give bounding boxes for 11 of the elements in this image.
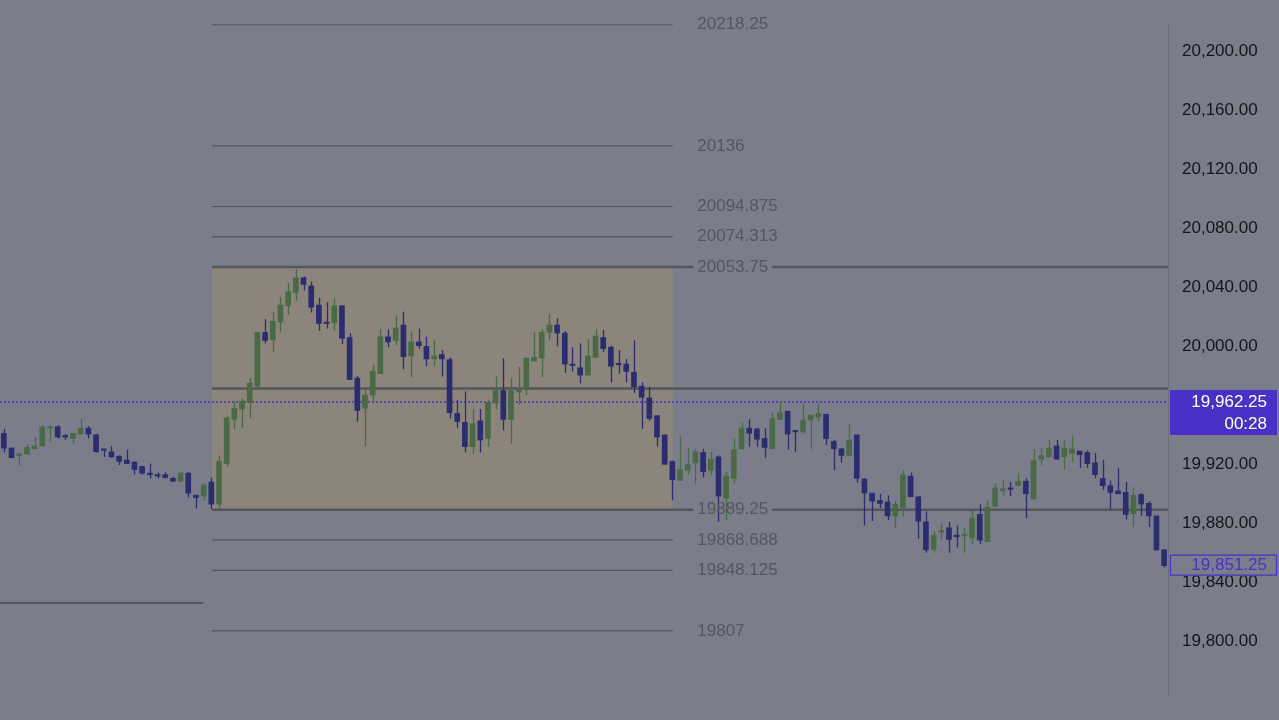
ref-line-label: 19,962.25 — [1191, 391, 1267, 411]
y-tick-label: 19,880.00 — [1182, 512, 1258, 532]
y-tick-label: 20,000.00 — [1182, 336, 1258, 356]
y-tick-label: 20,200.00 — [1182, 41, 1258, 61]
y-tick-label: 19,920.00 — [1182, 454, 1258, 473]
y-tick-label: 19,800.00 — [1182, 630, 1258, 650]
y-tick-label: 20,160.00 — [1182, 100, 1258, 120]
text: 00:28 — [1224, 413, 1267, 433]
y-tick-label: 20,080.00 — [1182, 218, 1258, 238]
y-tick-label: 20,120.00 — [1182, 159, 1258, 179]
y-tick-label: 20,040.00 — [1182, 277, 1258, 297]
